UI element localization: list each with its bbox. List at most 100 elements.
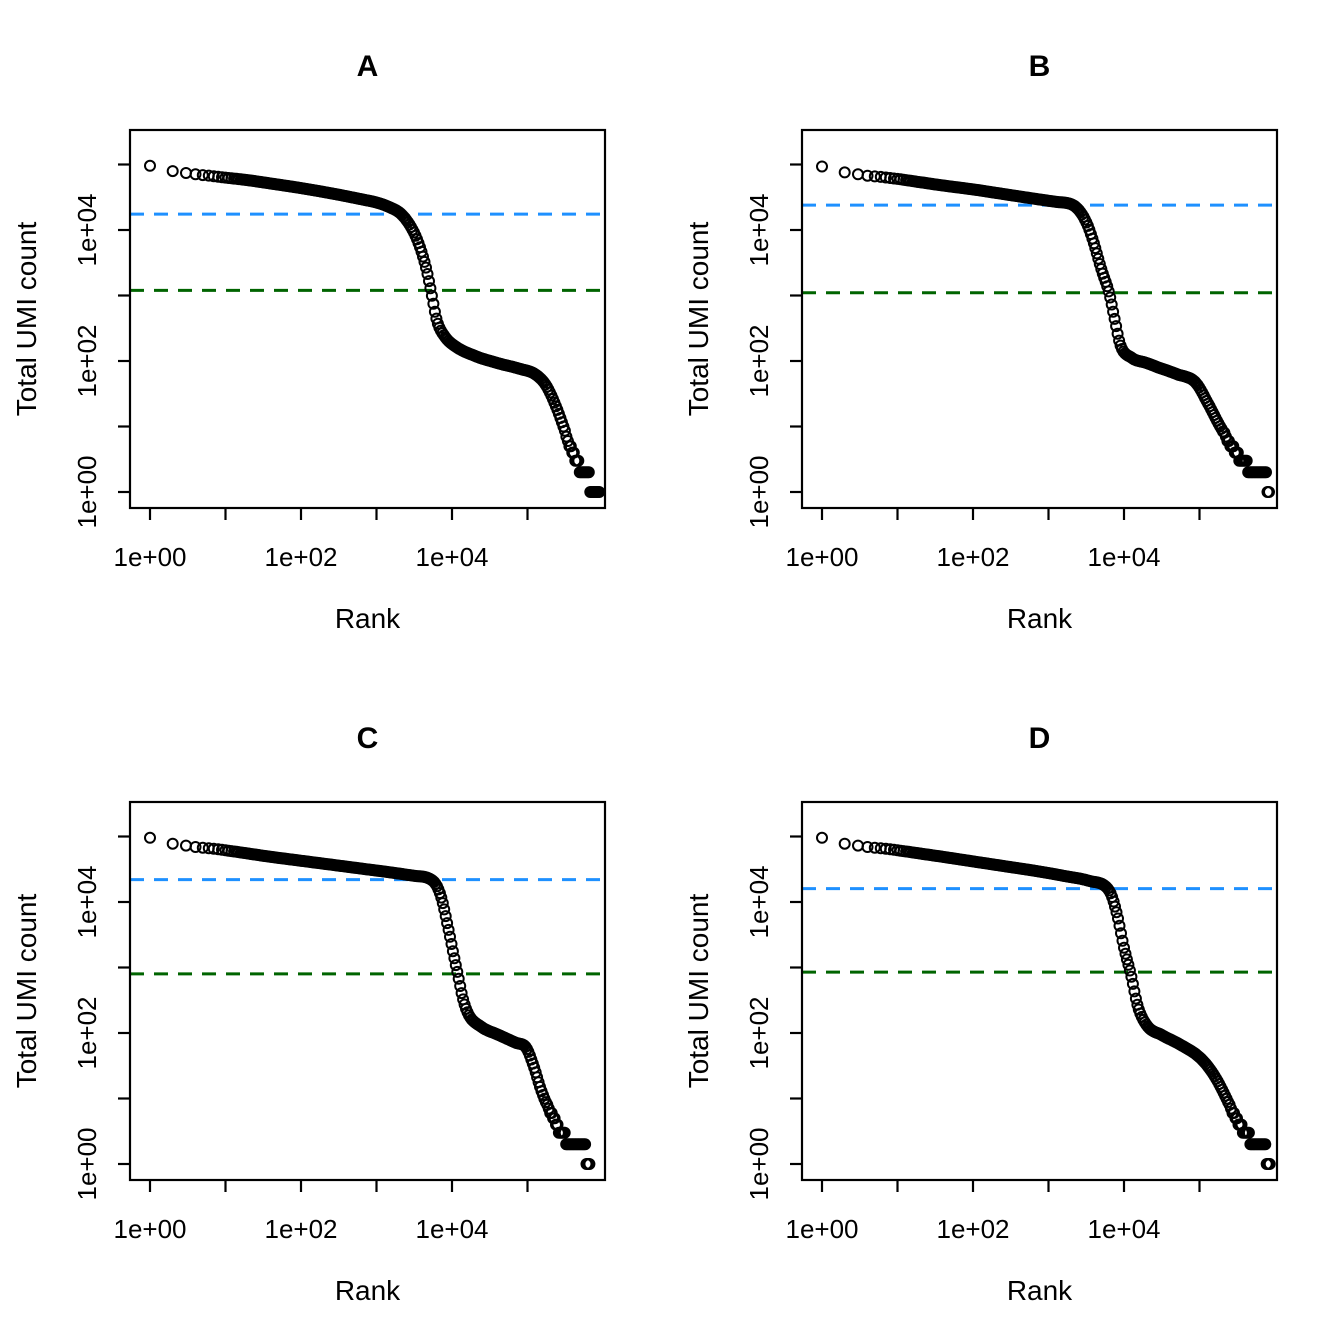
y-axis-title: Total UMI count [683,894,714,1089]
rank-plot-a: A 1e+00 1e+02 1e+04 1e+00 1e+02 1e+04 Rank Total… [11,50,607,634]
data-point [446,945,459,958]
data-point [189,168,202,181]
data-point [1109,900,1121,913]
data-point [180,167,192,179]
data-point [852,839,864,852]
x-tick-label: 1e+02 [264,1214,337,1244]
data-point [451,965,464,978]
x-tick-label: 1e+04 [1087,1214,1160,1244]
rank-plot-c: C 1e+00 1e+02 1e+04 1e+00 1e+02 1e+04 Rank Total… [11,722,607,1306]
x-tick-label: 1e+04 [415,1214,488,1244]
y-axis-title: Total UMI count [683,222,714,417]
panel-d: D 1e+00 1e+02 1e+04 1e+00 1e+02 1e+04 Rank Total… [672,672,1344,1344]
data-point [417,250,429,263]
data-point [421,268,434,280]
barcode-rank-points [144,831,596,1170]
data-point [189,841,202,853]
x-tick-label: 1e+04 [415,542,488,572]
data-point [583,1158,596,1170]
plot-box [128,128,607,510]
data-point [207,842,220,855]
data-point [1105,298,1118,311]
y-tick-label: 1e+00 [72,455,102,528]
y-tick-label: 1e+02 [72,324,102,397]
panel-c: C 1e+00 1e+02 1e+04 1e+00 1e+02 1e+04 Rank Total… [0,672,672,1344]
data-point [1115,927,1127,940]
x-axis-title: Rank [1007,1275,1073,1306]
data-point [1240,454,1253,467]
data-point [1110,320,1123,333]
data-point [454,980,467,992]
data-point [1119,947,1132,960]
data-point [861,841,874,853]
data-point [838,837,851,850]
data-point [418,255,431,268]
data-point [1120,953,1133,966]
data-point [166,837,179,850]
x-tick-label: 1e+00 [113,1214,186,1244]
panel-title: B [1029,50,1051,83]
y-tick-label: 1e+04 [72,193,102,266]
data-point [420,261,432,274]
y-axis-title: Total UMI count [11,222,42,417]
data-point [868,170,881,183]
data-point [439,910,452,923]
panel-title: A [357,50,379,83]
data-point [448,952,461,965]
data-point [1125,970,1138,983]
data-point [868,841,881,854]
data-point [1102,285,1115,298]
data-point [558,424,571,437]
data-point [1092,252,1105,265]
data-point [816,160,828,173]
panel-a: A 1e+00 1e+02 1e+04 1e+00 1e+02 1e+04 Rank Total… [0,0,672,672]
data-point [1118,941,1130,954]
data-point [449,959,462,972]
data-point [144,159,156,172]
barcode-rank-points [144,159,606,498]
plot-box [800,128,1279,510]
y-tick-label: 1e+00 [744,1127,774,1200]
panel-b: B 1e+00 1e+02 1e+04 1e+00 1e+02 1e+04 Rank Total… [672,0,1344,672]
data-point [1128,985,1141,998]
barcode-rank-points [816,160,1275,498]
data-point [816,831,828,844]
data-point [1263,486,1275,498]
x-axis-title: Rank [335,603,401,634]
data-point [438,903,451,916]
data-point [1104,291,1117,304]
data-point [1259,1138,1272,1151]
data-point [455,987,468,1000]
x-axis-title: Rank [335,1275,401,1306]
data-point [180,839,192,852]
plot-box [800,800,1279,1182]
data-point [1126,977,1139,990]
data-point [427,297,440,310]
data-point [1107,305,1120,318]
data-point [424,282,437,295]
x-tick-label: 1e+02 [936,1214,1009,1244]
y-tick-label: 1e+02 [744,324,774,397]
data-point [1111,327,1124,340]
data-point [1101,280,1114,293]
y-tick-label: 1e+02 [744,996,774,1069]
x-tick-label: 1e+02 [936,542,1009,572]
data-point [1242,1126,1255,1139]
y-tick-label: 1e+04 [744,193,774,266]
data-point [1089,242,1102,255]
data-point [582,466,595,479]
data-point [1107,895,1120,908]
data-point [1129,992,1142,1005]
x-tick-label: 1e+00 [113,542,186,572]
data-point [166,165,179,178]
data-point [1113,919,1126,932]
data-point [445,938,458,950]
data-point [879,171,892,184]
data-point [415,245,428,258]
y-tick-label: 1e+04 [744,865,774,938]
data-point [548,1112,561,1125]
data-point [1263,1158,1276,1170]
rank-plot-d: D 1e+00 1e+02 1e+04 1e+00 1e+02 1e+04 Rank Total… [683,722,1279,1306]
x-axis-title: Rank [1007,603,1073,634]
